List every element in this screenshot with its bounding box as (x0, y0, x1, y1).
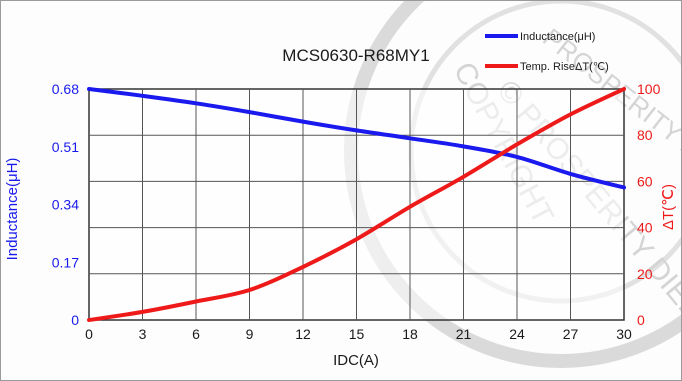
y-left-tick-label: 0.68 (52, 81, 79, 97)
x-axis-ticks: 0 3 6 9 12 15 18 21 24 27 30 (85, 326, 632, 342)
y-right-axis-label: ΔT(℃) (660, 184, 677, 230)
y-right-tick-label: 100 (637, 81, 661, 97)
legend-label-temp-rise: Temp. RiseΔT(℃) (520, 61, 609, 73)
y-right-tick-label: 0 (637, 312, 645, 328)
x-tick-label: 21 (456, 326, 472, 342)
series-line-inductance (87, 87, 626, 190)
y-left-axis-ticks: 0 0.17 0.34 0.51 0.68 (52, 81, 79, 328)
x-tick-label: 15 (349, 326, 365, 342)
y-right-tick-label: 60 (637, 173, 653, 189)
x-tick-label: 0 (85, 326, 93, 342)
legend-label-inductance: Inductance(μH) (520, 31, 595, 43)
y-left-tick-label: 0.17 (52, 254, 79, 270)
series-layer (87, 87, 626, 322)
x-tick-label: 30 (616, 326, 632, 342)
x-tick-label: 3 (139, 326, 147, 342)
y-left-tick-label: 0 (71, 312, 79, 328)
x-tick-label: 6 (192, 326, 200, 342)
x-tick-label: 12 (295, 326, 311, 342)
x-tick-label: 24 (509, 326, 525, 342)
y-right-tick-label: 80 (637, 127, 653, 143)
y-left-tick-label: 0.34 (52, 197, 79, 213)
x-tick-label: 27 (563, 326, 579, 342)
x-tick-label: 18 (402, 326, 418, 342)
x-axis-label: IDC(A) (333, 352, 379, 369)
y-left-tick-label: 0.51 (52, 139, 79, 155)
y-right-tick-label: 20 (637, 266, 653, 282)
y-right-axis-ticks: 0 20 40 60 80 100 (637, 81, 661, 328)
series-line-temp-rise (87, 87, 626, 322)
legend: Inductance(μH) Temp. RiseΔT(℃) (485, 31, 609, 73)
x-tick-label: 9 (246, 326, 254, 342)
y-left-axis-label: Inductance(μH) (4, 158, 21, 261)
chart-title: MCS0630-R68MY1 (282, 46, 429, 65)
y-right-tick-label: 40 (637, 220, 653, 236)
